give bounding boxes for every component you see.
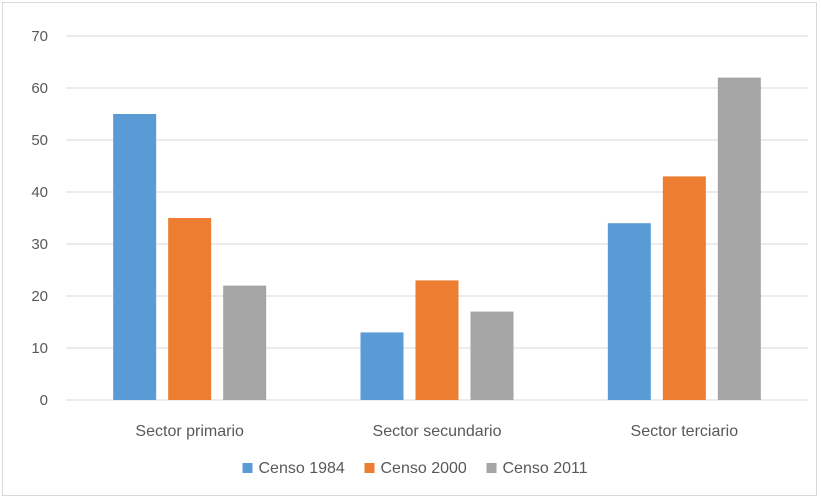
bar-censo-2011-2 xyxy=(717,77,761,400)
bar-censo-1984-2 xyxy=(607,223,651,400)
bar-censo-1984-0 xyxy=(113,114,157,400)
x-category-label: Sector terciario xyxy=(631,423,739,440)
legend-label: Censo 2011 xyxy=(503,460,588,477)
y-tick-label: 70 xyxy=(31,28,48,45)
x-axis-labels: Sector primario Sector secundario Sector t… xyxy=(135,423,738,440)
legend-label: Censo 1984 xyxy=(259,460,345,477)
bar-censo-2011-0 xyxy=(223,285,267,400)
legend: Censo 1984 Censo 2000 Censo 2011 xyxy=(242,460,588,477)
x-category-label: Sector primario xyxy=(135,423,244,440)
bar-censo-2011-1 xyxy=(470,311,514,400)
y-tick-label: 10 xyxy=(31,340,48,357)
bar-censo-2000-1 xyxy=(415,280,459,400)
x-category-label: Sector secundario xyxy=(373,423,502,440)
y-tick-label: 50 xyxy=(31,132,48,149)
bar-censo-2000-2 xyxy=(662,176,706,400)
y-tick-label: 60 xyxy=(31,80,48,97)
legend-label: Censo 2000 xyxy=(381,460,467,477)
y-tick-label: 20 xyxy=(31,288,48,305)
legend-swatch xyxy=(486,463,497,473)
y-tick-label: 30 xyxy=(31,236,48,253)
legend-swatch xyxy=(364,463,375,473)
bar-censo-1984-1 xyxy=(360,332,404,400)
y-tick-label: 0 xyxy=(40,392,48,409)
legend-swatch xyxy=(242,463,253,473)
y-axis-ticks: 0 10 20 30 40 50 60 70 xyxy=(31,28,48,409)
y-tick-label: 40 xyxy=(31,184,48,201)
bars xyxy=(113,77,761,400)
bar-censo-2000-0 xyxy=(168,218,212,400)
